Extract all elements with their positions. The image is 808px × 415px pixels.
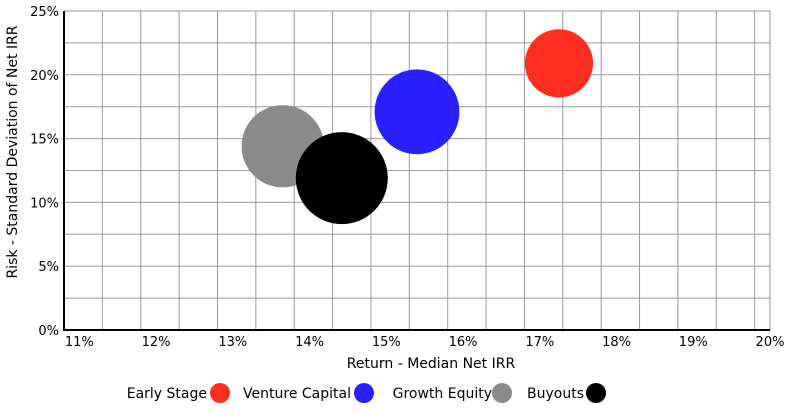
x-tick-label: 18% [602, 335, 631, 350]
x-tick-label: 20% [756, 335, 785, 350]
x-tick-label: 17% [525, 335, 554, 350]
legend-item-buyouts: Buyouts [527, 383, 606, 403]
bubbles [241, 29, 594, 225]
x-tick-label: 16% [449, 335, 478, 350]
legend: Early Stage Venture Capital Growth Equity B… [127, 383, 606, 403]
legend-item-venture-capital: Venture Capital [243, 383, 374, 403]
legend-label: Growth Equity [393, 386, 492, 402]
y-tick-label: 20% [30, 69, 59, 84]
legend-item-growth-equity: Growth Equity [393, 383, 512, 403]
legend-label: Early Stage [127, 386, 207, 402]
x-tick-label: 19% [679, 335, 708, 350]
x-tick-label: 15% [372, 335, 401, 350]
legend-label: Buyouts [527, 386, 584, 402]
legend-label: Venture Capital [243, 386, 351, 402]
legend-swatch [492, 383, 512, 403]
axes [63, 11, 770, 331]
x-tick-label: 12% [142, 335, 171, 350]
bubble-early-stage [524, 29, 594, 98]
gridlines [64, 10, 771, 330]
y-tick-label: 0% [38, 324, 59, 339]
legend-swatch [210, 383, 230, 403]
y-tick-label: 5% [38, 260, 59, 275]
legend-swatch [354, 383, 374, 403]
tick-labels: 11% 12% 13% 14% 15% 16% 17% 18% 19% 20% 0% 5% 10% 15%… [30, 5, 784, 350]
bubble-venture-capital [374, 69, 460, 155]
legend-item-early-stage: Early Stage [127, 383, 230, 403]
x-axis-title: Return - Median Net IRR [347, 356, 516, 372]
bubble-buyouts [295, 132, 388, 225]
y-tick-label: 10% [30, 196, 59, 211]
y-tick-label: 15% [30, 133, 59, 148]
legend-swatch [586, 383, 606, 403]
y-axis-title: Risk - Standard Deviation of Net IRR [5, 25, 21, 278]
x-tick-label: 14% [295, 335, 324, 350]
y-tick-label: 25% [30, 5, 59, 20]
x-tick-label: 13% [218, 335, 247, 350]
x-tick-label: 11% [65, 335, 94, 350]
